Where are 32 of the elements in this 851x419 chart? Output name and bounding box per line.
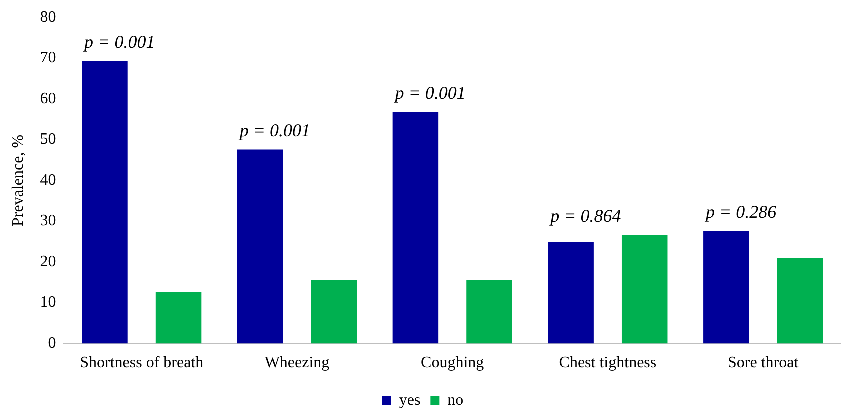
bar [156, 292, 202, 344]
annotation: p = 0.864 [548, 206, 622, 226]
x-tick-label: Sore throat [728, 354, 800, 372]
y-tick-label: 30 [40, 212, 56, 230]
bar [82, 61, 128, 344]
x-tick-label: Shortness of breath [80, 354, 204, 372]
legend-label: no [448, 392, 464, 410]
y-tick-label: 50 [40, 131, 56, 148]
bar [311, 280, 358, 344]
annotation: p = 0.001 [393, 82, 466, 103]
y-tick-label: 10 [40, 294, 56, 312]
x-tick-label: Coughing [421, 354, 484, 372]
y-tick-label: 20 [40, 253, 56, 270]
y-axis-title: Prevalence, % [10, 134, 27, 226]
legend-label: yes [399, 392, 421, 410]
annotation: p = 0.001 [82, 32, 156, 52]
bar [704, 231, 750, 344]
y-tick-label: 0 [48, 335, 56, 352]
y-tick-label: 60 [40, 90, 56, 108]
x-tick-label: Chest tightness [559, 354, 657, 372]
annotation: p = 0.001 [238, 120, 311, 140]
bar [392, 112, 439, 344]
bar [622, 235, 668, 344]
y-tick-label: 80 [40, 8, 56, 26]
bar [777, 258, 824, 344]
x-tick-label: Wheezing [264, 354, 330, 372]
bar [237, 150, 284, 344]
bar [466, 280, 512, 344]
y-tick-label: 70 [40, 50, 56, 67]
bar [548, 242, 594, 344]
y-tick-label: 40 [40, 172, 56, 189]
annotation: p = 0.286 [704, 202, 777, 222]
